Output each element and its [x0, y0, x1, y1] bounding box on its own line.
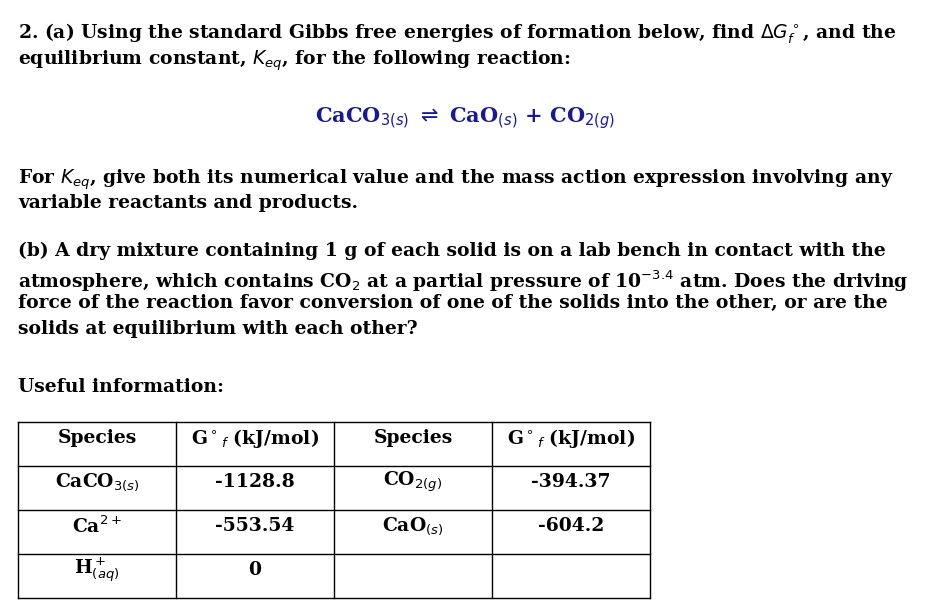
- Text: CaCO$_{3(s)}$ $\rightleftharpoons$ CaO$_{(s)}$ + CO$_{2(g)}$: CaCO$_{3(s)}$ $\rightleftharpoons$ CaO$_…: [315, 105, 615, 131]
- Text: -1128.8: -1128.8: [215, 473, 295, 491]
- Text: equilibrium constant, $\mathit{K}_{eq}$, for the following reaction:: equilibrium constant, $\mathit{K}_{eq}$,…: [18, 48, 571, 72]
- Text: Species: Species: [58, 429, 137, 447]
- Text: -553.54: -553.54: [216, 517, 295, 535]
- Text: CO$_{2(g)}$: CO$_{2(g)}$: [383, 470, 443, 494]
- Text: CaCO$_{3(s)}$: CaCO$_{3(s)}$: [55, 471, 140, 493]
- Text: For $\mathit{K}_{eq}$, give both its numerical value and the mass action express: For $\mathit{K}_{eq}$, give both its num…: [18, 168, 894, 193]
- Text: Species: Species: [373, 429, 453, 447]
- Text: H$^+_{(aq)}$: H$^+_{(aq)}$: [74, 556, 120, 585]
- Text: Ca$^{2+}$: Ca$^{2+}$: [73, 515, 122, 537]
- Text: -604.2: -604.2: [538, 517, 604, 535]
- Text: (b) A dry mixture containing 1 g of each solid is on a lab bench in contact with: (b) A dry mixture containing 1 g of each…: [18, 242, 885, 260]
- Text: G$^\circ$$_f$ (kJ/mol): G$^\circ$$_f$ (kJ/mol): [191, 426, 319, 449]
- Text: force of the reaction favor conversion of one of the solids into the other, or a: force of the reaction favor conversion o…: [18, 294, 887, 312]
- Text: 2. (a) Using the standard Gibbs free energies of formation below, find $\Delta G: 2. (a) Using the standard Gibbs free ene…: [18, 22, 897, 47]
- Text: G$^\circ$$_f$ (kJ/mol): G$^\circ$$_f$ (kJ/mol): [507, 426, 635, 449]
- Text: solids at equilibrium with each other?: solids at equilibrium with each other?: [18, 320, 418, 338]
- Text: Useful information:: Useful information:: [18, 378, 224, 396]
- Text: atmosphere, which contains CO$_2$ at a partial pressure of 10$^{-3.4}$ atm. Does: atmosphere, which contains CO$_2$ at a p…: [18, 268, 909, 294]
- Text: -394.37: -394.37: [531, 473, 611, 491]
- Text: 0: 0: [248, 561, 261, 579]
- Text: variable reactants and products.: variable reactants and products.: [18, 194, 358, 212]
- Text: CaO$_{(s)}$: CaO$_{(s)}$: [382, 515, 444, 536]
